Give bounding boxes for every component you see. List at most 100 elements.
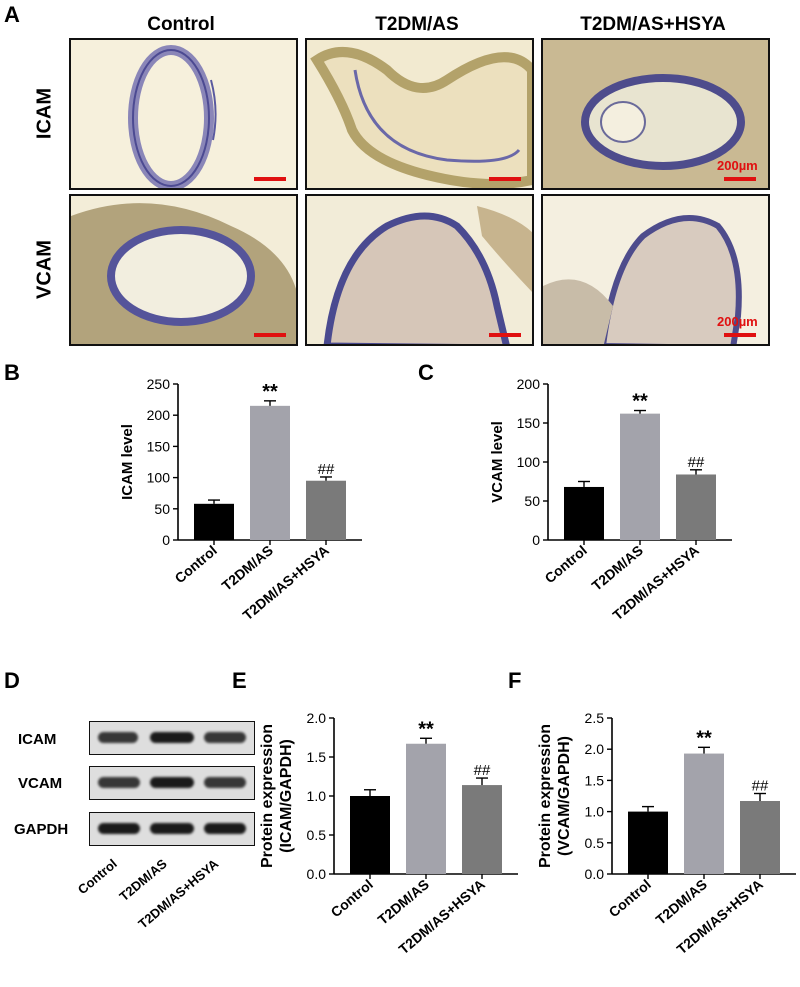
panel-label-a: A	[4, 2, 20, 27]
y-axis-label-line: (VCAM/GAPDH)	[556, 736, 573, 856]
y-tick-label: 0.0	[307, 866, 327, 882]
bar-t2dm-as	[620, 413, 660, 540]
y-tick-label: 200	[517, 376, 541, 392]
bar-t2dm-as-hsya	[676, 474, 716, 540]
scale-bar	[724, 177, 756, 181]
bar-t2dm-as-hsya	[306, 480, 346, 540]
y-tick-label: 200	[147, 407, 171, 423]
band	[204, 732, 246, 743]
significance-label: ##	[752, 778, 769, 795]
x-tick-label: T2DM/AS	[219, 542, 276, 594]
chart-icam-protein-expression: 0.0 0.5 1.0 1.5 2.0 Protein expression (ICAM/G…	[259, 710, 518, 957]
panel-label-e: E	[232, 668, 247, 693]
x-tick-label: Control	[542, 542, 590, 586]
y-tick-label: 0.5	[585, 835, 605, 851]
micrograph-icam-t2dm-as-hsya	[541, 38, 770, 190]
significance-label: **	[696, 727, 712, 749]
row-label-icam: ICAM	[33, 87, 56, 140]
x-tick-label: Control	[172, 542, 220, 586]
scale-bar	[724, 333, 756, 337]
y-tick-label: 50	[524, 493, 540, 509]
x-tick-label: T2DM/AS	[589, 542, 646, 594]
bar-t2dm-as	[250, 405, 290, 540]
y-tick-label: 1.0	[585, 804, 605, 820]
y-tick-label: 150	[517, 415, 541, 431]
y-tick-label: 0	[162, 532, 170, 548]
band	[150, 732, 194, 743]
panel-label-f: F	[508, 668, 522, 693]
y-axis-label: Protein expression (ICAM/GAPDH)	[259, 724, 295, 868]
blot-strip-gapdh	[89, 812, 255, 846]
band	[98, 777, 140, 788]
micrograph-vcam-control	[69, 194, 298, 346]
y-tick-label: 2.0	[307, 710, 327, 726]
blot-label-icam: ICAM	[18, 731, 57, 748]
bar-control	[564, 486, 604, 540]
y-tick-label: 2.0	[585, 741, 605, 757]
x-tick-label: T2DM/AS	[653, 876, 710, 928]
y-tick-label: 150	[147, 438, 171, 454]
x-tick-label: Control	[328, 876, 376, 920]
y-tick-label: 100	[517, 454, 541, 470]
significance-label: **	[262, 381, 278, 403]
column-title-t2dm-as-hsya: T2DM/AS+HSYA	[580, 14, 726, 35]
scale-label: 200µm	[717, 158, 758, 173]
blot-strip-vcam	[89, 766, 255, 800]
band	[204, 823, 246, 834]
y-axis-label-line: Protein expression	[537, 724, 554, 868]
y-tick-label: 0.5	[307, 827, 327, 843]
y-tick-label: 1.0	[307, 788, 327, 804]
chart-vcam-level: 0 50 100 150 200 VCAM level Control ** T2DM/AS ##…	[489, 376, 732, 623]
scale-bar	[489, 333, 521, 337]
y-axis-label-line: ICAM level	[119, 424, 136, 500]
significance-label: **	[418, 718, 434, 740]
y-tick-label: 0.0	[585, 866, 605, 882]
blot-strip-icam	[89, 721, 255, 755]
bar-control	[194, 503, 234, 540]
panel-label-d: D	[4, 668, 20, 693]
x-tick-label: T2DM/AS	[375, 876, 432, 928]
bar-t2dm-as	[406, 743, 446, 874]
scale-bar	[489, 177, 521, 181]
y-tick-label: 1.5	[585, 772, 605, 788]
y-axis-label: Protein expression (VCAM/GAPDH)	[537, 724, 573, 868]
bar-t2dm-as	[684, 753, 724, 874]
y-axis-label: VCAM level	[489, 421, 506, 503]
micrograph-icam-t2dm-as	[305, 38, 534, 190]
significance-label: ##	[474, 762, 491, 779]
row-label-vcam: VCAM	[33, 240, 56, 299]
column-title-t2dm-as: T2DM/AS	[375, 14, 459, 35]
panel-label-c: C	[418, 360, 434, 385]
y-tick-label: 250	[147, 376, 171, 392]
column-title-control: Control	[147, 14, 215, 35]
bar-control	[628, 811, 668, 874]
y-axis-label-line: VCAM level	[489, 421, 506, 503]
scale-bar	[254, 333, 286, 337]
y-axis-label-line: (ICAM/GAPDH)	[278, 739, 295, 853]
micrograph-icam-control	[69, 38, 298, 190]
chart-vcam-protein-expression: 0.0 0.5 1.0 1.5 2.0 2.5 Protein expression (VCA…	[537, 710, 796, 957]
bar-control	[350, 796, 390, 874]
x-tick-label: Control	[606, 876, 654, 920]
chart-icam-level: 0 50 100 150 200 250 ICAM level Control ** T2DM/A…	[119, 376, 362, 623]
significance-label: **	[632, 391, 648, 413]
bar-t2dm-as-hsya	[740, 800, 780, 874]
y-axis-label: ICAM level	[119, 424, 136, 500]
y-tick-label: 100	[147, 470, 171, 486]
micrograph-vcam-t2dm-as	[305, 194, 534, 346]
significance-label: ##	[318, 461, 335, 478]
y-tick-label: 0	[532, 532, 540, 548]
band	[150, 823, 194, 834]
y-tick-label: 2.5	[585, 710, 605, 726]
band	[150, 777, 194, 788]
blot-label-vcam: VCAM	[18, 775, 63, 792]
band	[98, 823, 140, 834]
band	[204, 777, 246, 788]
panel-label-b: B	[4, 360, 20, 385]
blot-label-gapdh: GAPDH	[14, 821, 69, 838]
blot-lane-label-control: Control	[74, 856, 120, 898]
y-axis-label-line: Protein expression	[259, 724, 276, 868]
micrograph-vcam-t2dm-as-hsya	[541, 194, 770, 346]
band	[98, 732, 138, 743]
y-tick-label: 50	[154, 501, 170, 517]
